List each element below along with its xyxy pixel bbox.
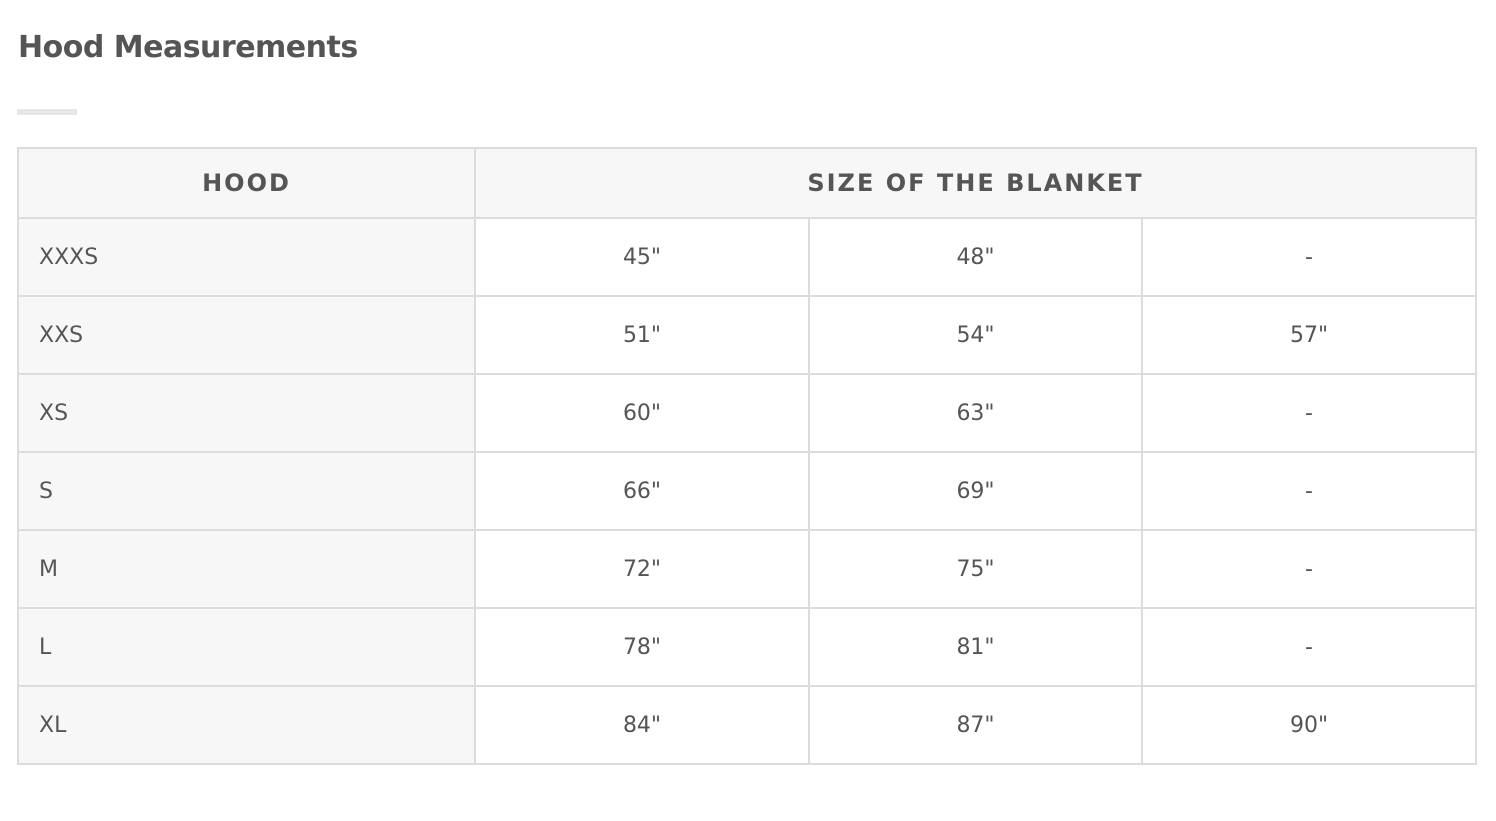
blanket-size-cell: 60" [474,373,810,453]
blanket-size-cell: 66" [474,451,810,531]
table-row: XS 60" 63" - [17,373,1478,453]
table-row: M 72" 75" - [17,529,1478,609]
blanket-size-cell: 45" [474,217,810,297]
blanket-size-cell: - [1140,607,1478,687]
table-row: S 66" 69" - [17,451,1478,531]
blanket-size-cell: 63" [808,373,1143,453]
size-cell: M [17,529,476,609]
blanket-size-cell: 54" [808,295,1143,375]
page-title: Hood Measurements [18,30,358,65]
size-cell: S [17,451,476,531]
blanket-size-cell: 69" [808,451,1143,531]
header-size-of-blanket: SIZE OF THE BLANKET [473,147,1478,219]
blanket-size-cell: 57" [1140,295,1478,375]
size-cell: XL [17,685,476,765]
title-divider [17,109,77,115]
size-cell: XS [17,373,476,453]
blanket-size-cell: - [1140,529,1478,609]
table-row: XXXS 45" 48" - [17,217,1478,297]
blanket-size-cell: 51" [474,295,810,375]
blanket-size-cell: 81" [808,607,1143,687]
header-hood: HOOD [17,147,476,219]
table-row: XL 84" 87" 90" [17,685,1478,765]
blanket-size-cell: 78" [474,607,810,687]
size-cell: XXXS [17,217,476,297]
blanket-size-cell: 75" [808,529,1143,609]
blanket-size-cell: 90" [1140,685,1478,765]
blanket-size-cell: 72" [474,529,810,609]
blanket-size-cell: 87" [808,685,1143,765]
size-cell: XXS [17,295,476,375]
table-row: L 78" 81" - [17,607,1478,687]
blanket-size-cell: - [1140,373,1478,453]
table-row: XXS 51" 54" 57" [17,295,1478,375]
blanket-size-cell: - [1140,217,1478,297]
blanket-size-cell: 84" [474,685,810,765]
hood-measurements-table: HOOD SIZE OF THE BLANKET XXXS 45" 48" - XXS 5… [17,147,1478,765]
blanket-size-cell: - [1140,451,1478,531]
blanket-size-cell: 48" [808,217,1143,297]
table-header-row: HOOD SIZE OF THE BLANKET [17,147,1478,219]
size-cell: L [17,607,476,687]
